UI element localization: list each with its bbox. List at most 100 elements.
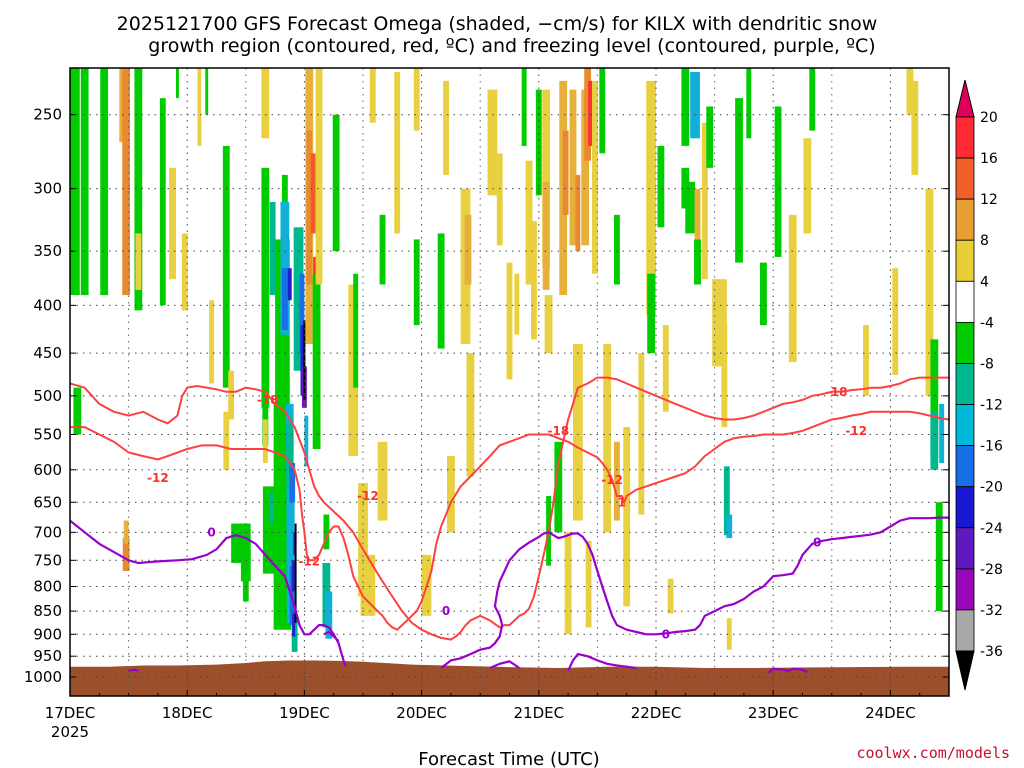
omega-shading-layer [70, 68, 945, 652]
omega-cell-128 [746, 68, 752, 139]
purple-contour-1 [440, 516, 949, 669]
colorbar-tick-label: 8 [980, 233, 989, 249]
omega-cell-50 [303, 320, 306, 400]
purple-contour-label: 0 [813, 536, 821, 550]
colorbar-tick-label: 16 [980, 151, 998, 167]
colorbar-segment [955, 486, 975, 529]
omega-cell-29 [269, 492, 277, 524]
omega-cell-77 [464, 214, 472, 285]
colorbar-tick-label: -4 [980, 315, 994, 331]
omega-cell-64 [358, 483, 368, 597]
x-tick-label: 17DEC [45, 704, 96, 722]
omega-cell-120 [701, 122, 708, 280]
omega-cell-121 [706, 106, 714, 168]
y-tick-label: 1000 [24, 668, 62, 686]
x-tick-label: 18DEC [162, 704, 213, 722]
colorbar-segment [955, 363, 975, 405]
colorbar-tick-label: -24 [980, 521, 1003, 537]
y-tick-label: 450 [33, 344, 62, 362]
omega-cell-91 [554, 441, 563, 533]
omega-cell-97 [572, 343, 583, 521]
colorbar-tick-label: -28 [980, 562, 1003, 578]
colorbar-segment [955, 445, 975, 488]
y-tick-label: 650 [33, 493, 62, 511]
colorbar-bottom-arrow [955, 650, 975, 691]
omega-cell-46 [293, 227, 304, 371]
x-tick-label: 22DEC [631, 704, 682, 722]
x-tick-label: 20DEC [396, 704, 447, 722]
omega-cell-10 [159, 98, 166, 306]
contour-label-layer: -12 -18 -12 -12 -18 -12 1 -18 -12 0 0 0 0 [147, 385, 867, 641]
purple-contour-label: 0 [442, 604, 450, 618]
y-axis-ticks: 250 300 350 400 450 500 550 600 650 700 750 800 850 9… [24, 106, 949, 686]
omega-cell-114 [681, 68, 690, 146]
omega-cell-96 [575, 174, 581, 252]
title-line-1: 2025121700 GFS Forecast Omega (shaded, −… [117, 13, 878, 35]
red-contour-label: -12 [298, 554, 320, 568]
y-tick-label: 850 [33, 602, 62, 620]
omega-cell-134 [863, 325, 869, 396]
y-tick-label: 800 [33, 577, 62, 595]
omega-cell-74 [443, 80, 449, 175]
omega-cell-124 [723, 466, 730, 536]
y-tick-label: 700 [33, 523, 62, 541]
omega-cell-78 [466, 353, 475, 477]
omega-cell-75 [446, 456, 455, 533]
omega-cell-17 [222, 145, 230, 388]
red-contour--18 [70, 376, 949, 641]
omega-cell-61 [332, 114, 340, 252]
omega-cell-1 [73, 387, 82, 435]
omega-cell-126 [726, 618, 732, 650]
omega-cell-25 [262, 375, 269, 446]
plot-frame [69, 67, 950, 697]
purple-contour-label: 0 [662, 627, 670, 641]
colorbar-tick-label: -36 [980, 644, 1003, 660]
colorbar-tick-label: -8 [980, 356, 994, 372]
omega-cell-68 [379, 214, 386, 285]
omega-cell-47 [299, 273, 305, 354]
x-tick-label: 24DEC [865, 704, 916, 722]
y-tick-label: 600 [33, 461, 62, 479]
omega-cell-106 [614, 214, 620, 285]
purple-contour-2 [489, 660, 520, 670]
omega-cell-84 [525, 160, 533, 285]
omega-cell-13 [181, 233, 188, 311]
omega-cell-105 [614, 441, 620, 521]
colorbar-tick-label: -16 [980, 439, 1003, 455]
y-tick-label: 750 [33, 551, 62, 569]
red-contour-label: -18 [547, 424, 569, 438]
colorbar-segment [955, 116, 975, 159]
purple-contour-4 [323, 630, 340, 642]
y-tick-label: 900 [33, 625, 62, 643]
colorbar-tick-label: -20 [980, 480, 1003, 496]
omega-cell-63 [353, 273, 359, 388]
omega-cell-113 [667, 578, 674, 614]
omega-cell-130 [774, 106, 782, 257]
omega-cell-38 [286, 486, 295, 623]
omega-cell-88 [542, 181, 550, 290]
colorbar-segment [955, 157, 975, 200]
omega-cell-69 [394, 71, 401, 234]
x-axis-label: Forecast Time (UTC) [418, 749, 599, 768]
omega-cell-118 [694, 188, 701, 240]
omega-cell-87 [542, 89, 551, 269]
omega-cell-73 [437, 233, 445, 349]
purple-contour-3 [567, 652, 637, 672]
y-tick-label: 400 [33, 296, 62, 314]
terrain-surface [70, 660, 949, 696]
omega-cell-7 [123, 520, 129, 544]
omega-cell-135 [892, 268, 899, 376]
credit-text: coolwx.com/models [856, 744, 1010, 762]
omega-cell-67 [377, 441, 388, 521]
omega-cell-16 [209, 300, 215, 384]
colorbar-segment [955, 527, 975, 570]
omega-cell-66 [369, 68, 376, 123]
omega-cell-119 [694, 239, 701, 285]
purple-contour-6 [128, 668, 139, 672]
omega-cell-80 [496, 153, 503, 246]
omega-cell-99 [584, 68, 592, 161]
y-tick-label: 950 [33, 647, 62, 665]
omega-cell-129 [760, 262, 767, 326]
purple-contour-0 [70, 519, 347, 668]
x-tick-label: 19DEC [279, 704, 330, 722]
